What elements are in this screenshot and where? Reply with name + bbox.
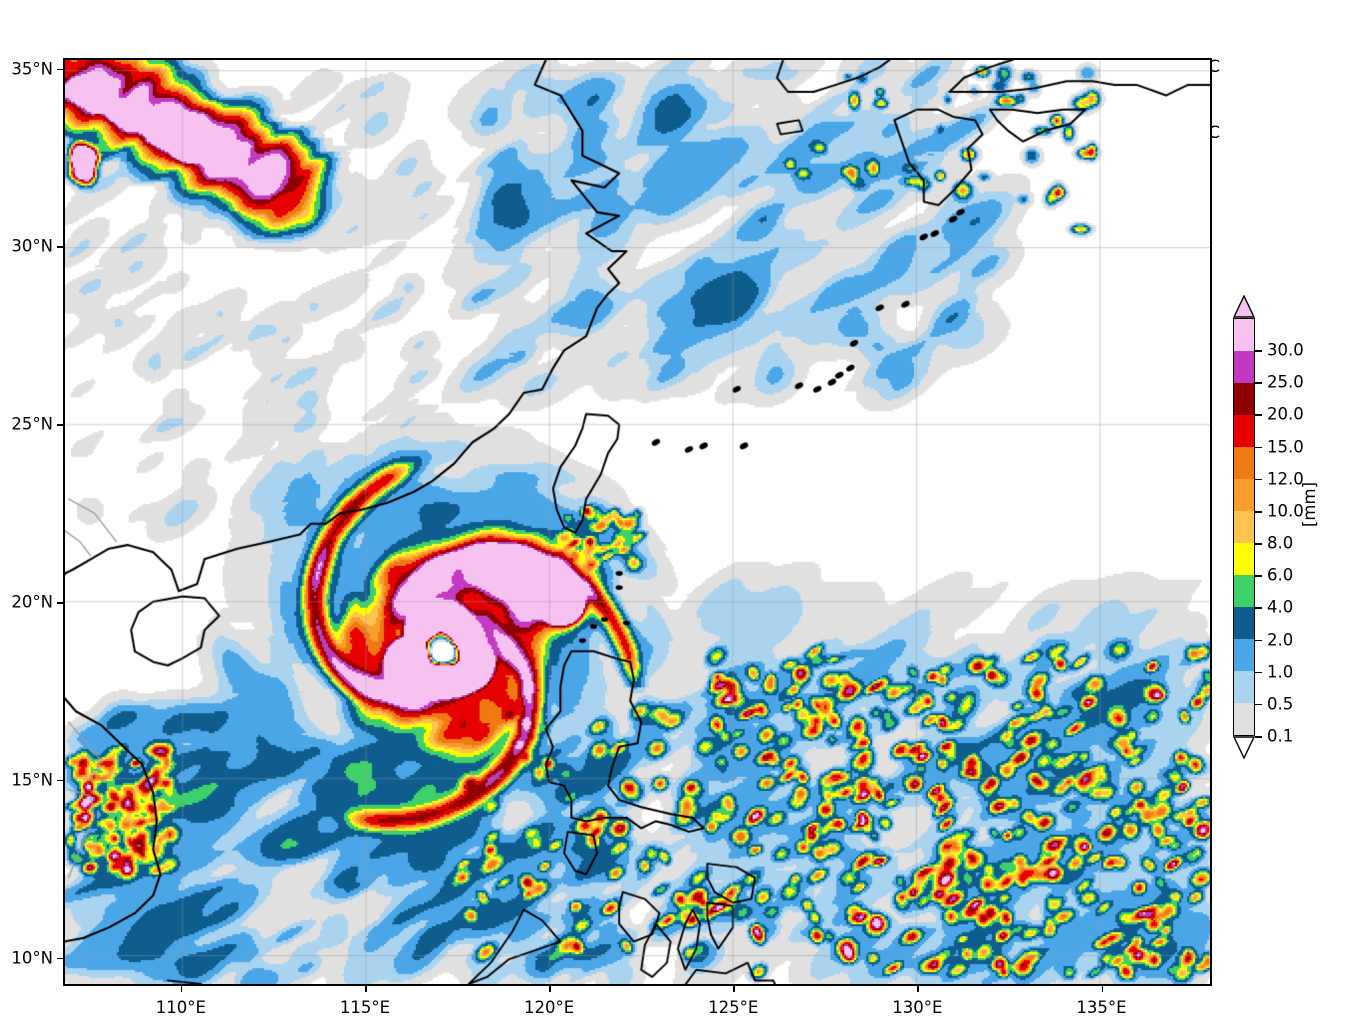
colorbar-segment <box>1234 511 1254 543</box>
y-axis-tick-mark <box>57 602 63 604</box>
x-axis-tick-mark <box>1101 986 1104 992</box>
colorbar-tick-label: 15.0 <box>1267 437 1304 457</box>
colorbar-tick-mark <box>1255 510 1262 513</box>
colorbar-over-arrow-icon <box>1233 295 1255 318</box>
colorbar-tick-label: 12.0 <box>1267 469 1304 489</box>
colorbar-segment <box>1234 671 1254 703</box>
colorbar-tick-label: 10.0 <box>1267 501 1304 521</box>
colorbar-tick-label: 6.0 <box>1267 565 1294 585</box>
colorbar-tick-label: 0.5 <box>1267 694 1294 714</box>
x-axis-tick-mark <box>733 986 735 992</box>
colorbar-tick-label: 8.0 <box>1267 533 1294 553</box>
x-axis-tick-mark <box>917 986 919 992</box>
colorbar-tick-mark <box>1255 703 1262 706</box>
colorbar-unit-label: [mm] <box>1300 481 1319 527</box>
colorbar-tick-mark <box>1255 639 1262 642</box>
x-axis-tick-label: 110°E <box>155 998 206 1017</box>
colorbar-tick-label: 20.0 <box>1267 404 1304 424</box>
colorbar-tick-mark <box>1255 543 1262 545</box>
colorbar-tick-mark <box>1255 671 1262 674</box>
colorbar-tick-label: 25.0 <box>1267 372 1304 392</box>
y-axis-tick-mark <box>57 68 63 71</box>
colorbar-tick-label: 1.0 <box>1267 662 1294 682</box>
y-axis-tick-label: 35°N <box>11 59 53 79</box>
y-axis-tick-mark <box>57 957 63 960</box>
colorbar-segment <box>1234 351 1254 383</box>
colorbar-segment <box>1234 607 1254 639</box>
y-axis-tick-label: 10°N <box>11 948 53 968</box>
colorbar-segment <box>1234 447 1254 479</box>
x-axis-tick-label: 125°E <box>708 998 759 1017</box>
colorbar-segment <box>1234 383 1254 415</box>
colorbar-tick-mark <box>1255 607 1262 609</box>
y-axis-tick-label: 30°N <box>11 236 53 256</box>
precipitation-map-canvas <box>65 60 1210 984</box>
x-axis-tick-label: 130°E <box>892 998 943 1017</box>
x-axis-tick-label: 135°E <box>1076 998 1127 1017</box>
x-axis-tick-mark <box>180 986 183 992</box>
colorbar-tick-mark <box>1255 414 1262 417</box>
colorbar-under-arrow-icon <box>1233 736 1255 759</box>
y-axis-tick-mark <box>57 779 63 782</box>
colorbar-segment <box>1234 479 1254 511</box>
colorbar-segment <box>1234 703 1254 735</box>
colorbar-tick-mark <box>1255 350 1262 352</box>
y-axis-tick-label: 25°N <box>11 414 53 434</box>
colorbar <box>1233 295 1255 759</box>
y-axis-tick-mark <box>57 246 63 249</box>
y-axis-tick-label: 20°N <box>11 592 53 612</box>
colorbar-segment <box>1234 415 1254 447</box>
colorbar-tick-label: 30.0 <box>1267 340 1304 360</box>
x-axis-tick-label: 115°E <box>339 998 391 1017</box>
colorbar-tick-mark <box>1255 736 1262 738</box>
colorbar-tick-mark <box>1255 478 1262 481</box>
y-axis-tick-label: 15°N <box>11 770 53 790</box>
colorbar-tick-label: 2.0 <box>1267 630 1294 650</box>
colorbar-segment <box>1234 639 1254 671</box>
colorbar-segment <box>1234 319 1254 351</box>
x-axis-tick-mark <box>364 986 367 992</box>
colorbar-tick-label: 4.0 <box>1267 597 1294 617</box>
colorbar-tick-mark <box>1255 382 1262 384</box>
colorbar-segment <box>1234 543 1254 575</box>
x-axis-tick-mark <box>549 986 551 992</box>
x-axis-tick-label: 120°E <box>524 998 575 1017</box>
map-plot-area <box>63 58 1212 986</box>
colorbar-tick-mark <box>1255 446 1262 449</box>
colorbar-segment <box>1234 575 1254 607</box>
colorbar-gradient <box>1233 318 1255 736</box>
colorbar-tick-mark <box>1255 575 1262 577</box>
colorbar-tick-label: 0.1 <box>1267 726 1294 746</box>
y-axis-tick-mark <box>57 424 63 426</box>
